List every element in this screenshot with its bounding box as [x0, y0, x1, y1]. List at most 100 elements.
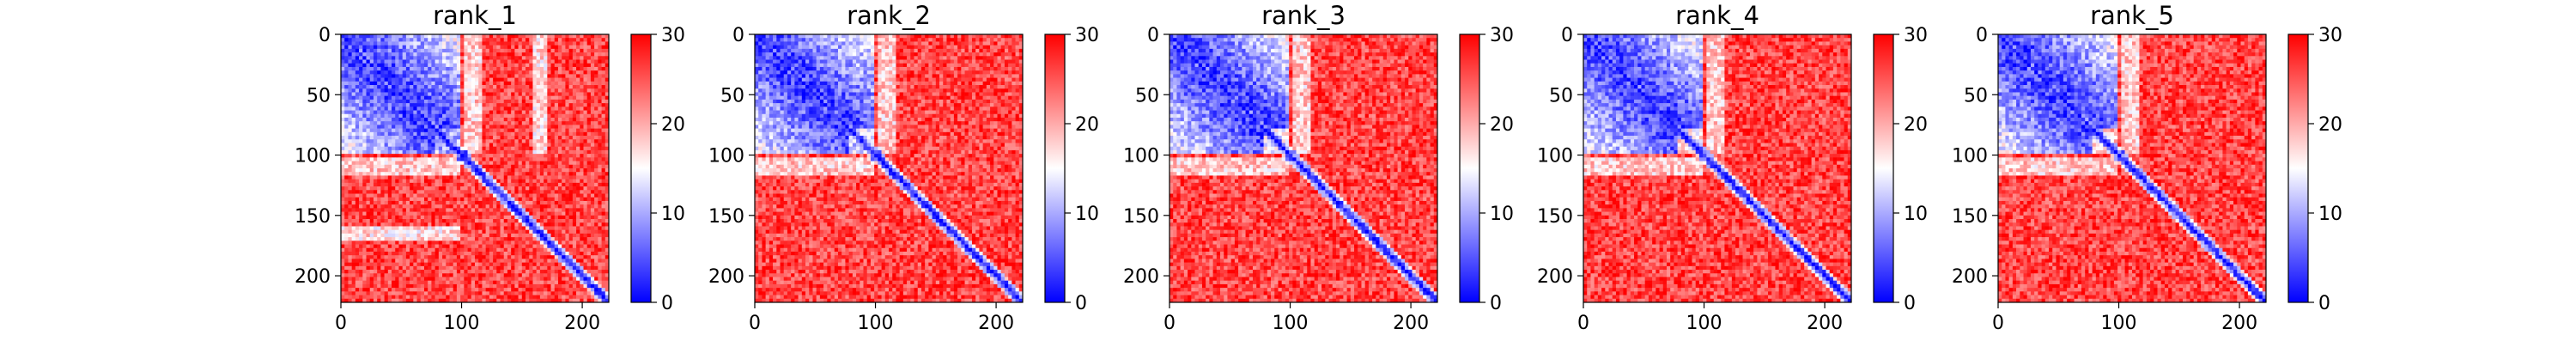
heatmap-cell: [367, 219, 371, 223]
heatmap-cell: [555, 237, 559, 241]
heatmap-cell: [344, 245, 349, 249]
heatmap-cell: [493, 222, 497, 227]
heatmap-cell: [537, 183, 541, 187]
heatmap-cell: [453, 219, 458, 223]
heatmap-cell: [580, 67, 584, 71]
heatmap-cell: [344, 46, 349, 50]
heatmap-cell: [374, 190, 378, 194]
heatmap-cell: [602, 183, 606, 187]
heatmap-cell: [406, 118, 410, 122]
heatmap-cell: [519, 255, 523, 259]
heatmap-cell: [569, 111, 574, 115]
heatmap-cell: [431, 190, 435, 194]
heatmap-cell: [501, 266, 505, 271]
heatmap-cell: [374, 154, 378, 158]
heatmap-cell: [580, 125, 584, 129]
heatmap-cell: [385, 88, 389, 93]
heatmap-cell: [489, 201, 494, 205]
heatmap-cell: [439, 103, 443, 107]
heatmap-cell: [602, 266, 606, 271]
heatmap-cell: [526, 147, 530, 151]
heatmap-cell: [478, 34, 483, 39]
heatmap-cell: [573, 132, 577, 137]
heatmap-cell: [547, 114, 551, 119]
heatmap-cell: [496, 56, 501, 60]
heatmap-cell: [583, 114, 587, 119]
heatmap-cell: [501, 82, 505, 86]
heatmap-cell: [522, 226, 526, 230]
heatmap-cell: [594, 245, 598, 249]
heatmap-cell: [341, 147, 345, 151]
heatmap-cell: [602, 38, 606, 42]
heatmap-cell: [598, 186, 602, 191]
heatmap-cell: [460, 212, 465, 216]
heatmap-cell: [460, 88, 465, 93]
heatmap-cell: [439, 150, 443, 155]
heatmap-cell: [501, 165, 505, 169]
heatmap-cell: [565, 240, 569, 245]
heatmap-cell: [403, 204, 407, 209]
heatmap-cell: [598, 56, 602, 60]
heatmap-cell: [374, 248, 378, 253]
heatmap-cell: [359, 190, 363, 194]
heatmap-cell: [431, 67, 435, 71]
heatmap-cell: [431, 88, 435, 93]
heatmap-cell: [594, 186, 598, 191]
heatmap-cell: [424, 240, 428, 245]
heatmap-cell: [537, 132, 541, 137]
heatmap-cell: [417, 252, 422, 256]
heatmap-cell: [565, 111, 569, 115]
heatmap-cell: [359, 154, 363, 158]
heatmap-cell: [374, 277, 378, 281]
heatmap-cell: [424, 216, 428, 220]
heatmap-cell: [424, 234, 428, 238]
heatmap-cell: [591, 49, 595, 53]
heatmap-cell: [544, 132, 548, 137]
heatmap-cell: [486, 64, 490, 68]
heatmap-cell: [522, 172, 526, 176]
heatmap-cell: [478, 161, 483, 166]
heatmap-cell: [526, 56, 530, 60]
heatmap-cell: [537, 136, 541, 140]
heatmap-cell: [522, 263, 526, 267]
heatmap-cell: [496, 230, 501, 234]
heatmap-cell: [348, 118, 352, 122]
heatmap-cell: [398, 198, 403, 202]
heatmap-cell: [471, 34, 476, 39]
heatmap-cell: [583, 136, 587, 140]
heatmap-cell: [583, 70, 587, 75]
heatmap-cell: [460, 139, 465, 143]
heatmap-cell: [478, 194, 483, 198]
heatmap-cell: [576, 129, 580, 133]
heatmap-cell: [341, 198, 345, 202]
heatmap-cell: [547, 237, 551, 241]
heatmap-cell: [529, 154, 533, 158]
heatmap-cell: [580, 230, 584, 234]
heatmap-cell: [428, 212, 432, 216]
heatmap-cell: [501, 56, 505, 60]
heatmap-cell: [453, 139, 458, 143]
heatmap-cell: [341, 85, 345, 89]
heatmap-cell: [558, 64, 562, 68]
heatmap-cell: [410, 165, 414, 169]
heatmap-cell: [486, 129, 490, 133]
heatmap-cell: [602, 270, 606, 274]
heatmap-cell: [348, 266, 352, 271]
heatmap-cell: [594, 255, 598, 259]
heatmap-cell: [468, 34, 472, 39]
heatmap-cell: [428, 41, 432, 46]
heatmap-cell: [385, 121, 389, 125]
heatmap-cell: [355, 237, 360, 241]
heatmap-cell: [598, 190, 602, 194]
heatmap-cell: [413, 183, 417, 187]
heatmap-cell: [359, 273, 363, 277]
heatmap-cell: [370, 125, 374, 129]
heatmap-cell: [453, 259, 458, 263]
heatmap-cell: [355, 190, 360, 194]
heatmap-cell: [565, 41, 569, 46]
heatmap-cell: [398, 201, 403, 205]
heatmap-cell: [374, 222, 378, 227]
heatmap-cell: [395, 34, 399, 39]
heatmap-cell: [442, 96, 447, 100]
heatmap-cell: [380, 219, 385, 223]
